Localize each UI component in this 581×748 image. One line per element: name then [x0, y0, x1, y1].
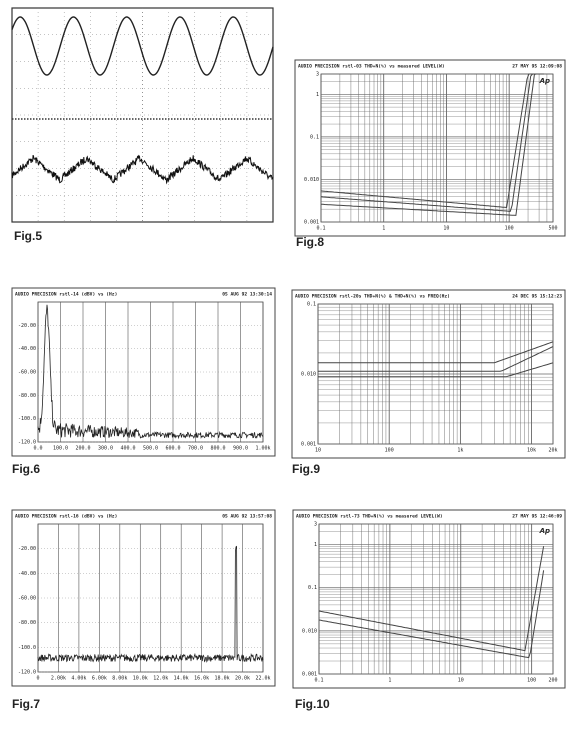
y-tick-label: 3 [316, 72, 319, 78]
x-tick-label: 1k [457, 448, 463, 454]
x-tick-label: 8.00k [112, 676, 127, 682]
y-tick-label: -120.0 [18, 440, 36, 446]
noise-trace [11, 154, 274, 185]
plot-header: AUDIO PRECISION rstl-73 THD+N(%) vs meas… [296, 514, 443, 520]
y-tick-label: -80.00 [18, 393, 36, 399]
x-tick-label: 900.0 [233, 446, 248, 452]
y-tick-label: -100.0 [18, 416, 36, 422]
plot-frame [292, 509, 566, 689]
figure-caption: Fig.9 [292, 462, 320, 476]
figure-caption: Fig.5 [14, 229, 42, 243]
y-tick-label: 0.001 [304, 220, 319, 226]
x-tick-label: 100 [385, 448, 394, 454]
x-tick-label: 18.0k [215, 676, 230, 682]
y-tick-label: -120.0 [18, 670, 36, 676]
y-tick-label: -60.00 [18, 370, 36, 376]
y-tick-label: 1 [314, 542, 317, 548]
plot-date: 05 AUG 92 13:57:08 [222, 514, 272, 520]
plot-date: 27 MAY 95 12:09:08 [512, 64, 562, 70]
y-tick-label: -20.00 [18, 546, 36, 552]
figure-caption: Fig.6 [12, 462, 40, 476]
x-tick-label: 200.0 [75, 446, 90, 452]
y-tick-label: 0.1 [310, 134, 319, 140]
x-tick-label: 500 [548, 226, 557, 232]
x-tick-label: 20.0k [235, 676, 250, 682]
x-tick-label: 0.1 [314, 678, 323, 684]
spectrum-trace [37, 304, 264, 440]
measurement-curve [320, 73, 544, 212]
y-tick-label: 0.1 [307, 302, 316, 308]
x-tick-label: 0 [36, 676, 39, 682]
x-tick-label: 10k [527, 448, 536, 454]
x-tick-label: 700.0 [188, 446, 203, 452]
y-tick-label: 0.010 [304, 177, 319, 183]
measurement-curve [318, 346, 554, 372]
y-tick-label: 0.1 [308, 585, 317, 591]
figure-caption: Fig.7 [12, 697, 40, 711]
spectrum-trace [37, 545, 264, 663]
x-tick-label: 500.0 [143, 446, 158, 452]
x-tick-label: 2.00k [51, 676, 66, 682]
x-tick-label: 1.00k [255, 446, 270, 452]
y-tick-label: 1 [316, 92, 319, 98]
x-tick-label: 16.0k [194, 676, 209, 682]
x-tick-label: 14.0k [174, 676, 189, 682]
plot-header: AUDIO PRECISION rstl-16 (dBV) vs (Hz) [15, 514, 117, 520]
plot-date: 05 AUG 92 13:30:14 [222, 292, 272, 298]
x-tick-label: 12.0k [153, 676, 168, 682]
x-tick-label: 800.0 [210, 446, 225, 452]
plot-header: AUDIO PRECISION rstl-20s THD+N(%) & THD+… [295, 294, 450, 300]
y-tick-label: -80.00 [18, 620, 36, 626]
x-tick-label: 10 [443, 226, 449, 232]
x-tick-label: 400.0 [120, 446, 135, 452]
x-tick-label: 100 [527, 678, 536, 684]
x-tick-label: 1 [382, 226, 385, 232]
x-tick-label: 20k [548, 448, 557, 454]
figure-caption: Fig.8 [296, 235, 324, 249]
x-tick-label: 0.0 [33, 446, 42, 452]
x-tick-label: 22.0k [255, 676, 270, 682]
x-tick-label: 4.00k [71, 676, 86, 682]
ap-logo: Ap [539, 77, 550, 85]
x-tick-label: 6.00k [92, 676, 107, 682]
plot-header: AUDIO PRECISION rstl-03 THD+N(%) vs meas… [298, 64, 445, 70]
x-tick-label: 10 [315, 448, 321, 454]
plot-date: 24 DEC 95 15:12:23 [512, 294, 562, 300]
measurement-curve [318, 341, 554, 364]
measurement-curve [318, 570, 545, 659]
y-tick-label: 0.001 [302, 672, 317, 678]
plot-header: AUDIO PRECISION rstl-14 (dBV) vs (Hz) [15, 292, 117, 298]
y-tick-label: 0.010 [301, 372, 316, 378]
x-tick-label: 10 [458, 678, 464, 684]
figure-caption: Fig.10 [295, 697, 330, 711]
measurement-curve [318, 362, 554, 378]
x-tick-label: 200 [548, 678, 557, 684]
x-tick-label: 100 [505, 226, 514, 232]
y-tick-label: 3 [314, 522, 317, 528]
y-tick-label: -20.00 [18, 323, 36, 329]
x-tick-label: 1 [388, 678, 391, 684]
x-tick-label: 600.0 [165, 446, 180, 452]
sine-trace [11, 16, 274, 76]
x-tick-label: 0.1 [316, 226, 325, 232]
y-tick-label: -40.00 [18, 346, 36, 352]
ap-logo: Ap [539, 527, 550, 535]
y-tick-label: 0.010 [302, 628, 317, 634]
measurement-curve [318, 546, 545, 652]
x-tick-label: 10.0k [133, 676, 148, 682]
x-tick-label: 300.0 [98, 446, 113, 452]
y-tick-label: 0.001 [301, 442, 316, 448]
measurement-curve [320, 73, 544, 209]
y-tick-label: -40.00 [18, 571, 36, 577]
scope-frame [11, 7, 274, 223]
y-tick-label: -100.0 [18, 645, 36, 651]
plot-date: 27 MAY 95 12:46:09 [512, 514, 562, 520]
x-tick-label: 100.0 [53, 446, 68, 452]
y-tick-label: -60.00 [18, 596, 36, 602]
measurement-curve [320, 73, 544, 216]
